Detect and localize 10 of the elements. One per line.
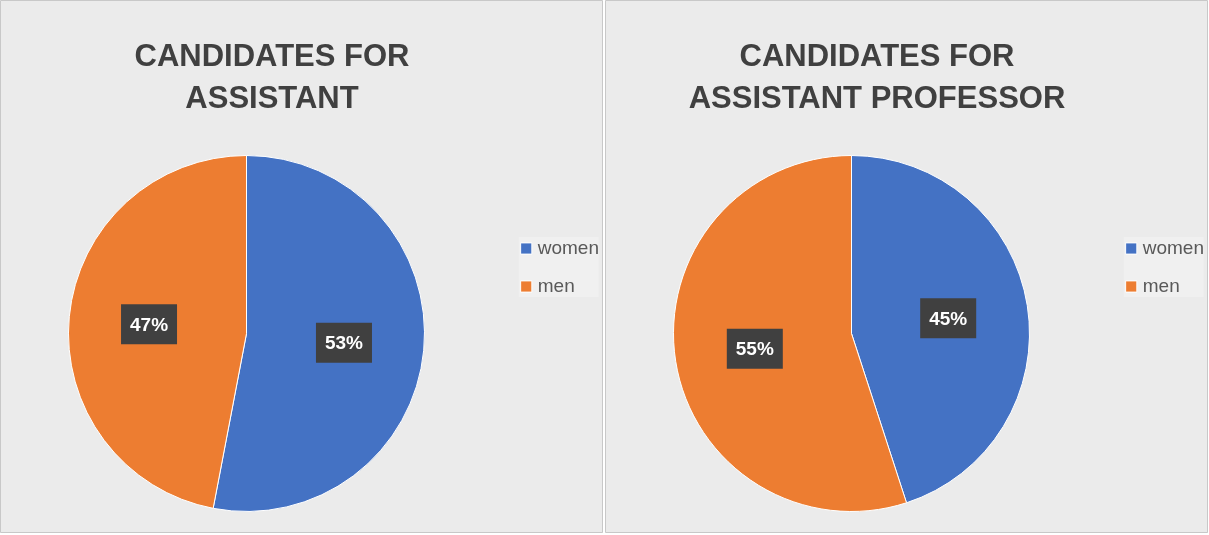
legend-label: men: [1142, 274, 1180, 297]
chart-title: CANDIDATES FOR ASSISTANT: [134, 38, 410, 115]
data-label: 47%: [130, 313, 169, 335]
data-label: 53%: [324, 332, 364, 354]
data-label: 55%: [735, 338, 774, 360]
legend-label: women: [1142, 236, 1204, 259]
chart-title: CANDIDATES FOR ASSISTANT PROFESSOR: [688, 38, 1066, 115]
legend-label: men: [537, 274, 575, 297]
data-label: 45%: [929, 307, 968, 329]
legend-label: women: [537, 236, 599, 259]
